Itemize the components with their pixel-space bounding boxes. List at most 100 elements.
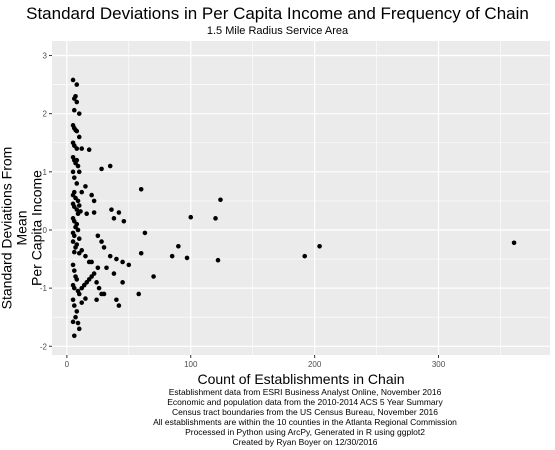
data-point: [95, 233, 101, 239]
data-point: [70, 169, 76, 175]
data-point: [74, 82, 80, 87]
data-point: [169, 253, 175, 259]
y-tick-label: 2: [43, 110, 48, 119]
x-axis-label: Count of Establishments in Chain: [197, 371, 405, 387]
data-point: [104, 265, 109, 271]
data-point: [76, 169, 82, 175]
axis-tick-labels: 0 100 200 300 -2 -1 0 1 2 3: [40, 52, 446, 369]
data-point: [151, 274, 156, 279]
data-point: [70, 239, 76, 244]
y-tick-label: 0: [43, 226, 48, 235]
data-point: [74, 128, 80, 134]
data-point: [79, 146, 85, 151]
data-point: [74, 181, 80, 186]
data-point: [120, 280, 125, 285]
data-point: [71, 303, 77, 308]
data-point: [71, 249, 77, 255]
caption-line: Processed in Python using ArcPy, Generat…: [185, 427, 425, 437]
data-point: [89, 259, 94, 265]
data-point: [99, 239, 104, 244]
data-point: [99, 166, 104, 172]
data-point: [95, 265, 101, 271]
data-point: [71, 107, 77, 113]
data-point: [74, 146, 80, 151]
x-tick-label: 200: [308, 360, 322, 369]
data-point: [121, 218, 127, 224]
data-point: [101, 291, 107, 297]
data-point: [71, 268, 77, 273]
major-gridlines: [52, 41, 550, 355]
caption-line: All establishments are within the 10 cou…: [153, 417, 457, 427]
data-point: [71, 285, 77, 291]
y-tick-label: -1: [40, 284, 48, 293]
data-point: [79, 189, 85, 195]
data-point: [138, 186, 144, 192]
data-point: [176, 243, 181, 249]
data-point: [218, 197, 223, 203]
data-point: [136, 291, 142, 297]
data-point: [114, 297, 119, 303]
chart-title: Standard Deviations in Per Capita Income…: [26, 4, 529, 23]
data-point: [71, 175, 77, 180]
y-tick-label: 3: [43, 52, 48, 61]
data-point: [142, 230, 148, 236]
data-point: [317, 243, 322, 249]
data-point: [111, 216, 117, 221]
data-point: [101, 245, 107, 250]
data-point: [76, 236, 82, 242]
chart-subtitle: 1.5 Mile Radius Service Area: [206, 25, 349, 37]
data-point: [73, 245, 78, 250]
data-point: [71, 333, 77, 339]
data-point: [126, 262, 132, 268]
data-point: [184, 255, 190, 261]
data-point: [213, 216, 218, 221]
y-axis-label-line1: Standard Deviations From Mean: [0, 146, 30, 310]
data-point: [75, 227, 81, 233]
x-tick-label: 0: [65, 360, 70, 369]
data-point: [91, 210, 97, 215]
data-point: [75, 320, 81, 326]
caption-line: Establishment data from ESRI Business An…: [168, 387, 442, 397]
data-point: [96, 285, 102, 291]
data-point: [109, 207, 114, 212]
data-point: [107, 163, 113, 169]
data-point: [71, 96, 77, 101]
y-axis-label: Standard Deviations From Mean Per Capita…: [0, 147, 45, 310]
data-point: [75, 211, 81, 216]
data-point: [215, 257, 221, 263]
caption-line: Census tract boundaries from the US Cens…: [172, 407, 438, 417]
data-point: [188, 214, 194, 220]
data-point: [83, 296, 88, 301]
data-point: [70, 262, 76, 268]
axis-ticks: [49, 55, 440, 358]
data-point: [74, 99, 80, 105]
data-point: [302, 253, 308, 259]
data-point: [138, 250, 144, 256]
data-point: [94, 280, 99, 285]
data-point: [70, 77, 76, 83]
data-point: [111, 271, 117, 276]
data-point: [79, 248, 85, 253]
data-point: [75, 163, 81, 169]
data-point: [76, 291, 82, 297]
data-point: [83, 253, 88, 259]
data-point: [86, 147, 92, 153]
caption: Establishment data from ESRI Business An…: [0, 387, 555, 447]
caption-line: Created by Ryan Boyer on 12/30/2016: [232, 437, 378, 447]
data-point: [94, 297, 99, 303]
data-point: [70, 297, 76, 303]
data-point: [83, 184, 88, 189]
caption-line: Economic and population data from the 20…: [167, 397, 443, 407]
minor-gridlines: [52, 41, 550, 355]
data-point: [74, 309, 80, 314]
data-point: [76, 326, 82, 332]
data-point: [74, 277, 80, 282]
data-points: [70, 77, 517, 339]
data-point: [76, 134, 82, 140]
data-point: [76, 111, 82, 116]
x-tick-label: 100: [184, 360, 198, 369]
data-point: [89, 274, 94, 279]
data-point: [107, 253, 113, 259]
data-point: [89, 192, 94, 198]
